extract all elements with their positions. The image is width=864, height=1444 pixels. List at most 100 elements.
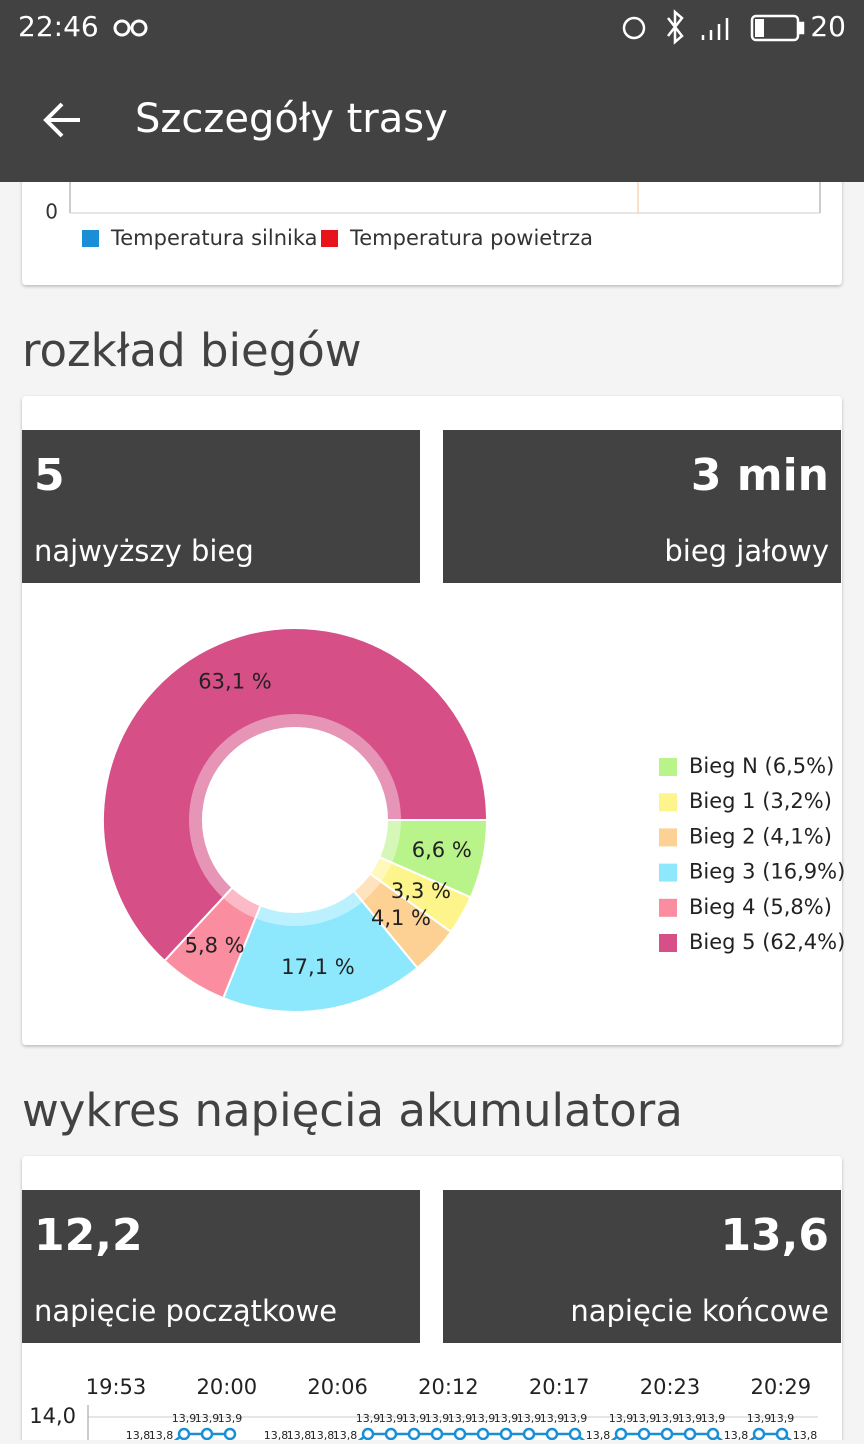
legend-swatch	[659, 934, 677, 952]
battery-percent: 20	[810, 10, 846, 43]
data-label: 13,8	[149, 1429, 174, 1440]
data-label: 13,8	[793, 1429, 818, 1440]
data-label: 13,9	[632, 1412, 657, 1425]
data-label: 13,9	[172, 1412, 197, 1425]
x-tick-label: 20:06	[307, 1375, 368, 1399]
stat-label: napięcie początkowe	[34, 1294, 337, 1328]
data-label: 13,9	[471, 1412, 496, 1425]
data-point	[223, 1427, 237, 1441]
data-label: 13,9	[517, 1412, 542, 1425]
data-label: 13,9	[448, 1412, 473, 1425]
data-label: 13,9	[425, 1412, 450, 1425]
legend-swatch	[659, 793, 677, 812]
status-icons	[622, 9, 805, 45]
legend-swatch	[82, 230, 99, 247]
slice-label: 4,1 %	[371, 906, 431, 930]
data-point	[407, 1427, 421, 1441]
data-point	[752, 1427, 766, 1441]
data-label: 13,9	[678, 1412, 703, 1425]
data-label: 13,9	[747, 1412, 772, 1425]
section-title: rozkład biegów	[22, 324, 362, 377]
legend-label: Bieg 2 (4,1%)	[689, 824, 832, 848]
data-point	[177, 1427, 191, 1441]
data-point	[660, 1427, 674, 1441]
data-point	[706, 1427, 720, 1441]
stat-value: 13,6	[720, 1210, 829, 1261]
legend-label: Temperatura powietrza	[349, 226, 593, 250]
legend-label: Bieg N (6,5%)	[689, 754, 834, 778]
slice-label: 5,8 %	[185, 934, 245, 958]
legend-swatch	[321, 230, 338, 247]
stat-label: bieg jałowy	[664, 534, 829, 568]
stat-box	[443, 1190, 841, 1343]
data-point	[476, 1427, 490, 1441]
battery-level	[755, 19, 764, 37]
data-point	[430, 1427, 444, 1441]
stat-box	[443, 430, 841, 583]
data-label: 13,8	[310, 1429, 335, 1440]
data-label: 13,9	[540, 1412, 565, 1425]
data-point	[683, 1427, 697, 1441]
legend-swatch	[659, 758, 677, 776]
stat-label: napięcie końcowe	[570, 1294, 829, 1328]
data-point	[775, 1427, 789, 1441]
data-label: 13,8	[126, 1429, 151, 1440]
app-title: Szczegóły trasy	[135, 96, 448, 142]
data-label: 13,8	[287, 1429, 312, 1440]
legend-swatch	[659, 898, 677, 917]
legend-label: Bieg 5 (62,4%)	[689, 930, 845, 954]
section-title: wykres napięcia akumulatora	[22, 1084, 683, 1137]
data-point	[545, 1427, 559, 1441]
data-label: 13,9	[356, 1412, 381, 1425]
data-point	[614, 1427, 628, 1441]
slice-label: 6,6 %	[412, 838, 472, 862]
data-point	[384, 1427, 398, 1441]
slice-label: 3,3 %	[391, 879, 451, 903]
legend-swatch	[659, 828, 677, 847]
data-label: 13,9	[563, 1412, 588, 1425]
x-tick-label: 20:29	[751, 1375, 812, 1399]
legend-label: Bieg 3 (16,9%)	[689, 860, 845, 884]
infinity-icon	[113, 19, 148, 37]
data-point	[522, 1427, 536, 1441]
x-tick-label: 20:17	[529, 1375, 590, 1399]
stat-value: 3 min	[691, 450, 829, 501]
card	[22, 150, 842, 285]
data-point	[568, 1427, 582, 1441]
data-point	[200, 1427, 214, 1441]
data-point	[499, 1427, 513, 1441]
legend-label: Temperatura silnika	[110, 226, 318, 250]
data-point	[637, 1427, 651, 1441]
stat-value: 5	[34, 450, 65, 501]
stat-value: 12,2	[34, 1210, 143, 1261]
donut-ring	[189, 714, 401, 926]
data-label: 13,9	[655, 1412, 680, 1425]
data-label: 13,8	[586, 1429, 611, 1440]
legend-swatch	[659, 863, 677, 882]
data-label: 13,9	[494, 1412, 519, 1425]
y-tick-label: 0	[45, 200, 58, 224]
x-tick-label: 20:23	[640, 1375, 701, 1399]
data-label: 13,9	[701, 1412, 726, 1425]
data-label: 13,9	[609, 1412, 634, 1425]
x-tick-label: 20:00	[197, 1375, 258, 1399]
stat-label: najwyższy bieg	[34, 534, 254, 568]
stat-box	[22, 430, 420, 583]
slice-label: 17,1 %	[281, 955, 354, 979]
clock: 22:46	[18, 10, 99, 43]
data-label: 13,9	[402, 1412, 427, 1425]
pie-slice	[102, 627, 489, 963]
data-label: 13,8	[333, 1429, 358, 1440]
x-tick-label: 20:12	[418, 1375, 479, 1399]
legend-label: Bieg 1 (3,2%)	[689, 789, 832, 813]
pie-slice	[221, 889, 419, 1013]
back-button[interactable]	[43, 102, 80, 138]
data-label: 13,9	[218, 1412, 243, 1425]
data-point	[453, 1427, 467, 1441]
legend-label: Bieg 4 (5,8%)	[689, 895, 832, 919]
data-label: 13,9	[195, 1412, 220, 1425]
data-label: 13,9	[379, 1412, 404, 1425]
data-label: 13,9	[770, 1412, 795, 1425]
